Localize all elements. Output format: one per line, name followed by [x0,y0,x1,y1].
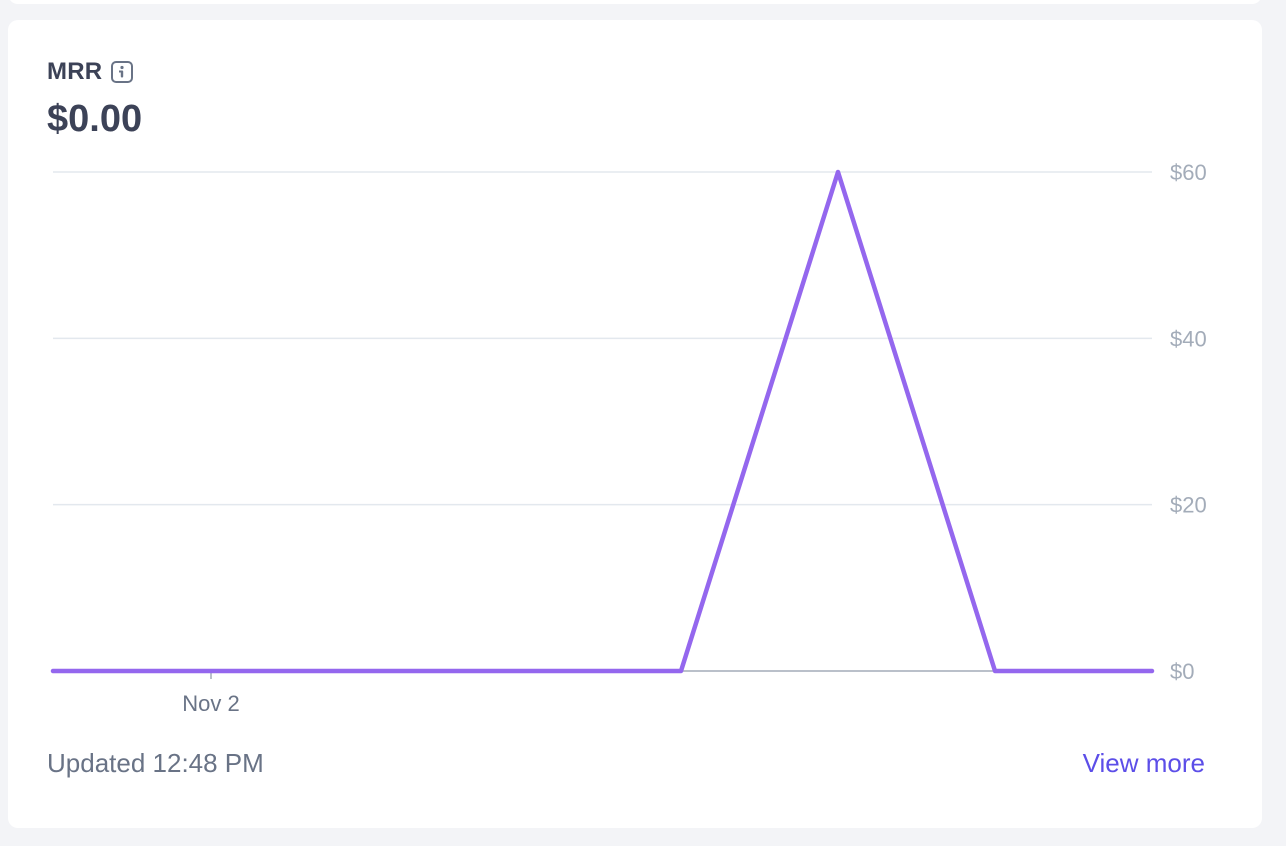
mrr-line-chart: $0 $20 $40 $60 Nov 2 [50,160,1207,716]
updated-timestamp: Updated 12:48 PM [47,748,264,778]
card-title: MRR [47,58,103,85]
previous-card-edge [8,0,1262,4]
info-icon[interactable] [110,60,134,84]
y-tick-label: $40 [1170,326,1207,351]
y-tick-label: $20 [1170,493,1207,518]
mrr-card: MRR $0.00 $0 $20 $40 $60 Nov 2 Updated 12:48… [8,20,1262,828]
mrr-series-line [50,169,1155,674]
x-tick-label: Nov 2 [182,691,239,716]
mrr-value: $0.00 [47,98,143,140]
y-tick-label: $0 [1170,659,1194,684]
y-tick-label: $60 [1170,160,1207,185]
card-header: MRR [47,58,134,86]
view-more-link[interactable]: View more [1082,748,1205,778]
